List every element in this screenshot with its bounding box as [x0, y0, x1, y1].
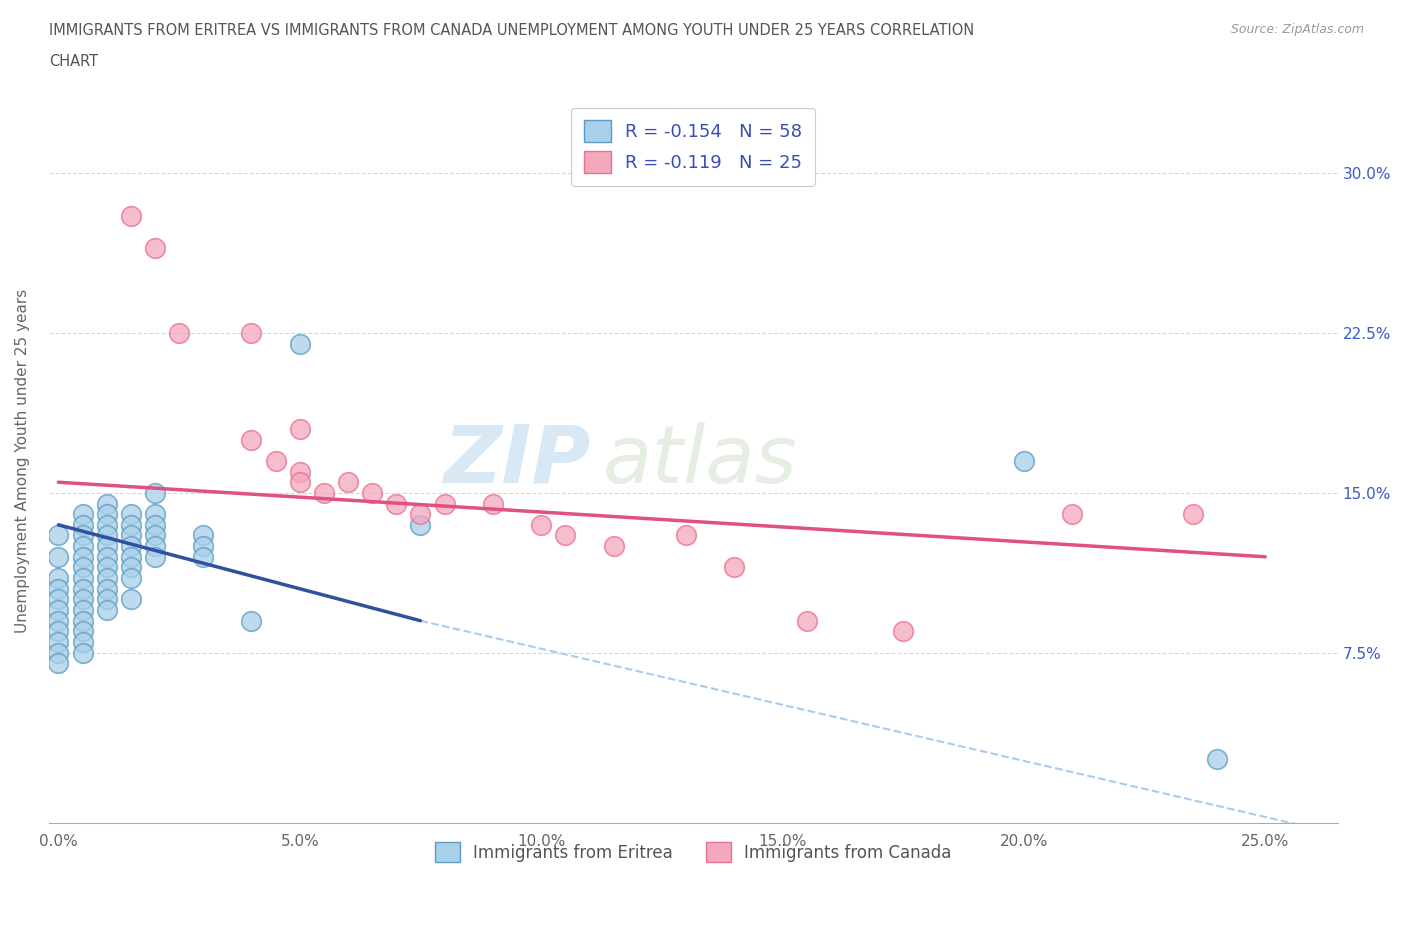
- Point: [1206, 751, 1229, 766]
- Point: [240, 432, 263, 447]
- Point: [48, 634, 70, 649]
- Point: [120, 592, 142, 607]
- Point: [385, 496, 408, 511]
- Point: [143, 528, 166, 543]
- Point: [96, 496, 118, 511]
- Point: [72, 571, 94, 586]
- Legend: Immigrants from Eritrea, Immigrants from Canada: Immigrants from Eritrea, Immigrants from…: [427, 835, 959, 870]
- Point: [48, 581, 70, 596]
- Point: [433, 496, 456, 511]
- Point: [96, 603, 118, 618]
- Point: [120, 560, 142, 575]
- Point: [143, 517, 166, 532]
- Point: [72, 507, 94, 522]
- Point: [96, 528, 118, 543]
- Point: [48, 645, 70, 660]
- Point: [72, 645, 94, 660]
- Point: [675, 528, 697, 543]
- Point: [337, 475, 360, 490]
- Text: CHART: CHART: [49, 54, 98, 69]
- Point: [1012, 454, 1035, 469]
- Point: [891, 624, 914, 639]
- Point: [409, 517, 432, 532]
- Point: [288, 475, 311, 490]
- Point: [530, 517, 553, 532]
- Point: [143, 538, 166, 553]
- Point: [96, 592, 118, 607]
- Point: [288, 337, 311, 352]
- Point: [482, 496, 505, 511]
- Point: [723, 560, 745, 575]
- Point: [96, 517, 118, 532]
- Point: [167, 326, 190, 340]
- Text: ZIP: ZIP: [443, 422, 591, 500]
- Point: [72, 624, 94, 639]
- Point: [72, 613, 94, 628]
- Point: [72, 517, 94, 532]
- Point: [120, 208, 142, 223]
- Point: [96, 581, 118, 596]
- Point: [96, 538, 118, 553]
- Point: [72, 528, 94, 543]
- Point: [72, 603, 94, 618]
- Point: [120, 528, 142, 543]
- Point: [48, 603, 70, 618]
- Point: [48, 571, 70, 586]
- Point: [120, 550, 142, 565]
- Point: [120, 538, 142, 553]
- Point: [554, 528, 576, 543]
- Point: [72, 581, 94, 596]
- Point: [1181, 507, 1204, 522]
- Point: [240, 326, 263, 340]
- Point: [48, 528, 70, 543]
- Point: [312, 485, 335, 500]
- Point: [193, 550, 215, 565]
- Point: [48, 613, 70, 628]
- Point: [120, 571, 142, 586]
- Y-axis label: Unemployment Among Youth under 25 years: Unemployment Among Youth under 25 years: [15, 289, 30, 633]
- Point: [120, 507, 142, 522]
- Point: [48, 592, 70, 607]
- Point: [193, 538, 215, 553]
- Text: atlas: atlas: [603, 422, 797, 500]
- Point: [143, 507, 166, 522]
- Point: [143, 485, 166, 500]
- Point: [96, 507, 118, 522]
- Point: [193, 528, 215, 543]
- Point: [240, 613, 263, 628]
- Point: [288, 464, 311, 479]
- Point: [1062, 507, 1084, 522]
- Point: [264, 454, 287, 469]
- Point: [143, 550, 166, 565]
- Point: [796, 613, 818, 628]
- Point: [143, 241, 166, 256]
- Point: [72, 560, 94, 575]
- Point: [48, 656, 70, 671]
- Point: [120, 517, 142, 532]
- Text: Source: ZipAtlas.com: Source: ZipAtlas.com: [1230, 23, 1364, 36]
- Point: [48, 550, 70, 565]
- Point: [288, 421, 311, 436]
- Point: [72, 550, 94, 565]
- Text: IMMIGRANTS FROM ERITREA VS IMMIGRANTS FROM CANADA UNEMPLOYMENT AMONG YOUTH UNDER: IMMIGRANTS FROM ERITREA VS IMMIGRANTS FR…: [49, 23, 974, 38]
- Point: [409, 507, 432, 522]
- Point: [361, 485, 384, 500]
- Point: [96, 550, 118, 565]
- Point: [96, 571, 118, 586]
- Point: [72, 592, 94, 607]
- Point: [72, 634, 94, 649]
- Point: [72, 538, 94, 553]
- Point: [96, 560, 118, 575]
- Point: [602, 538, 624, 553]
- Point: [48, 624, 70, 639]
